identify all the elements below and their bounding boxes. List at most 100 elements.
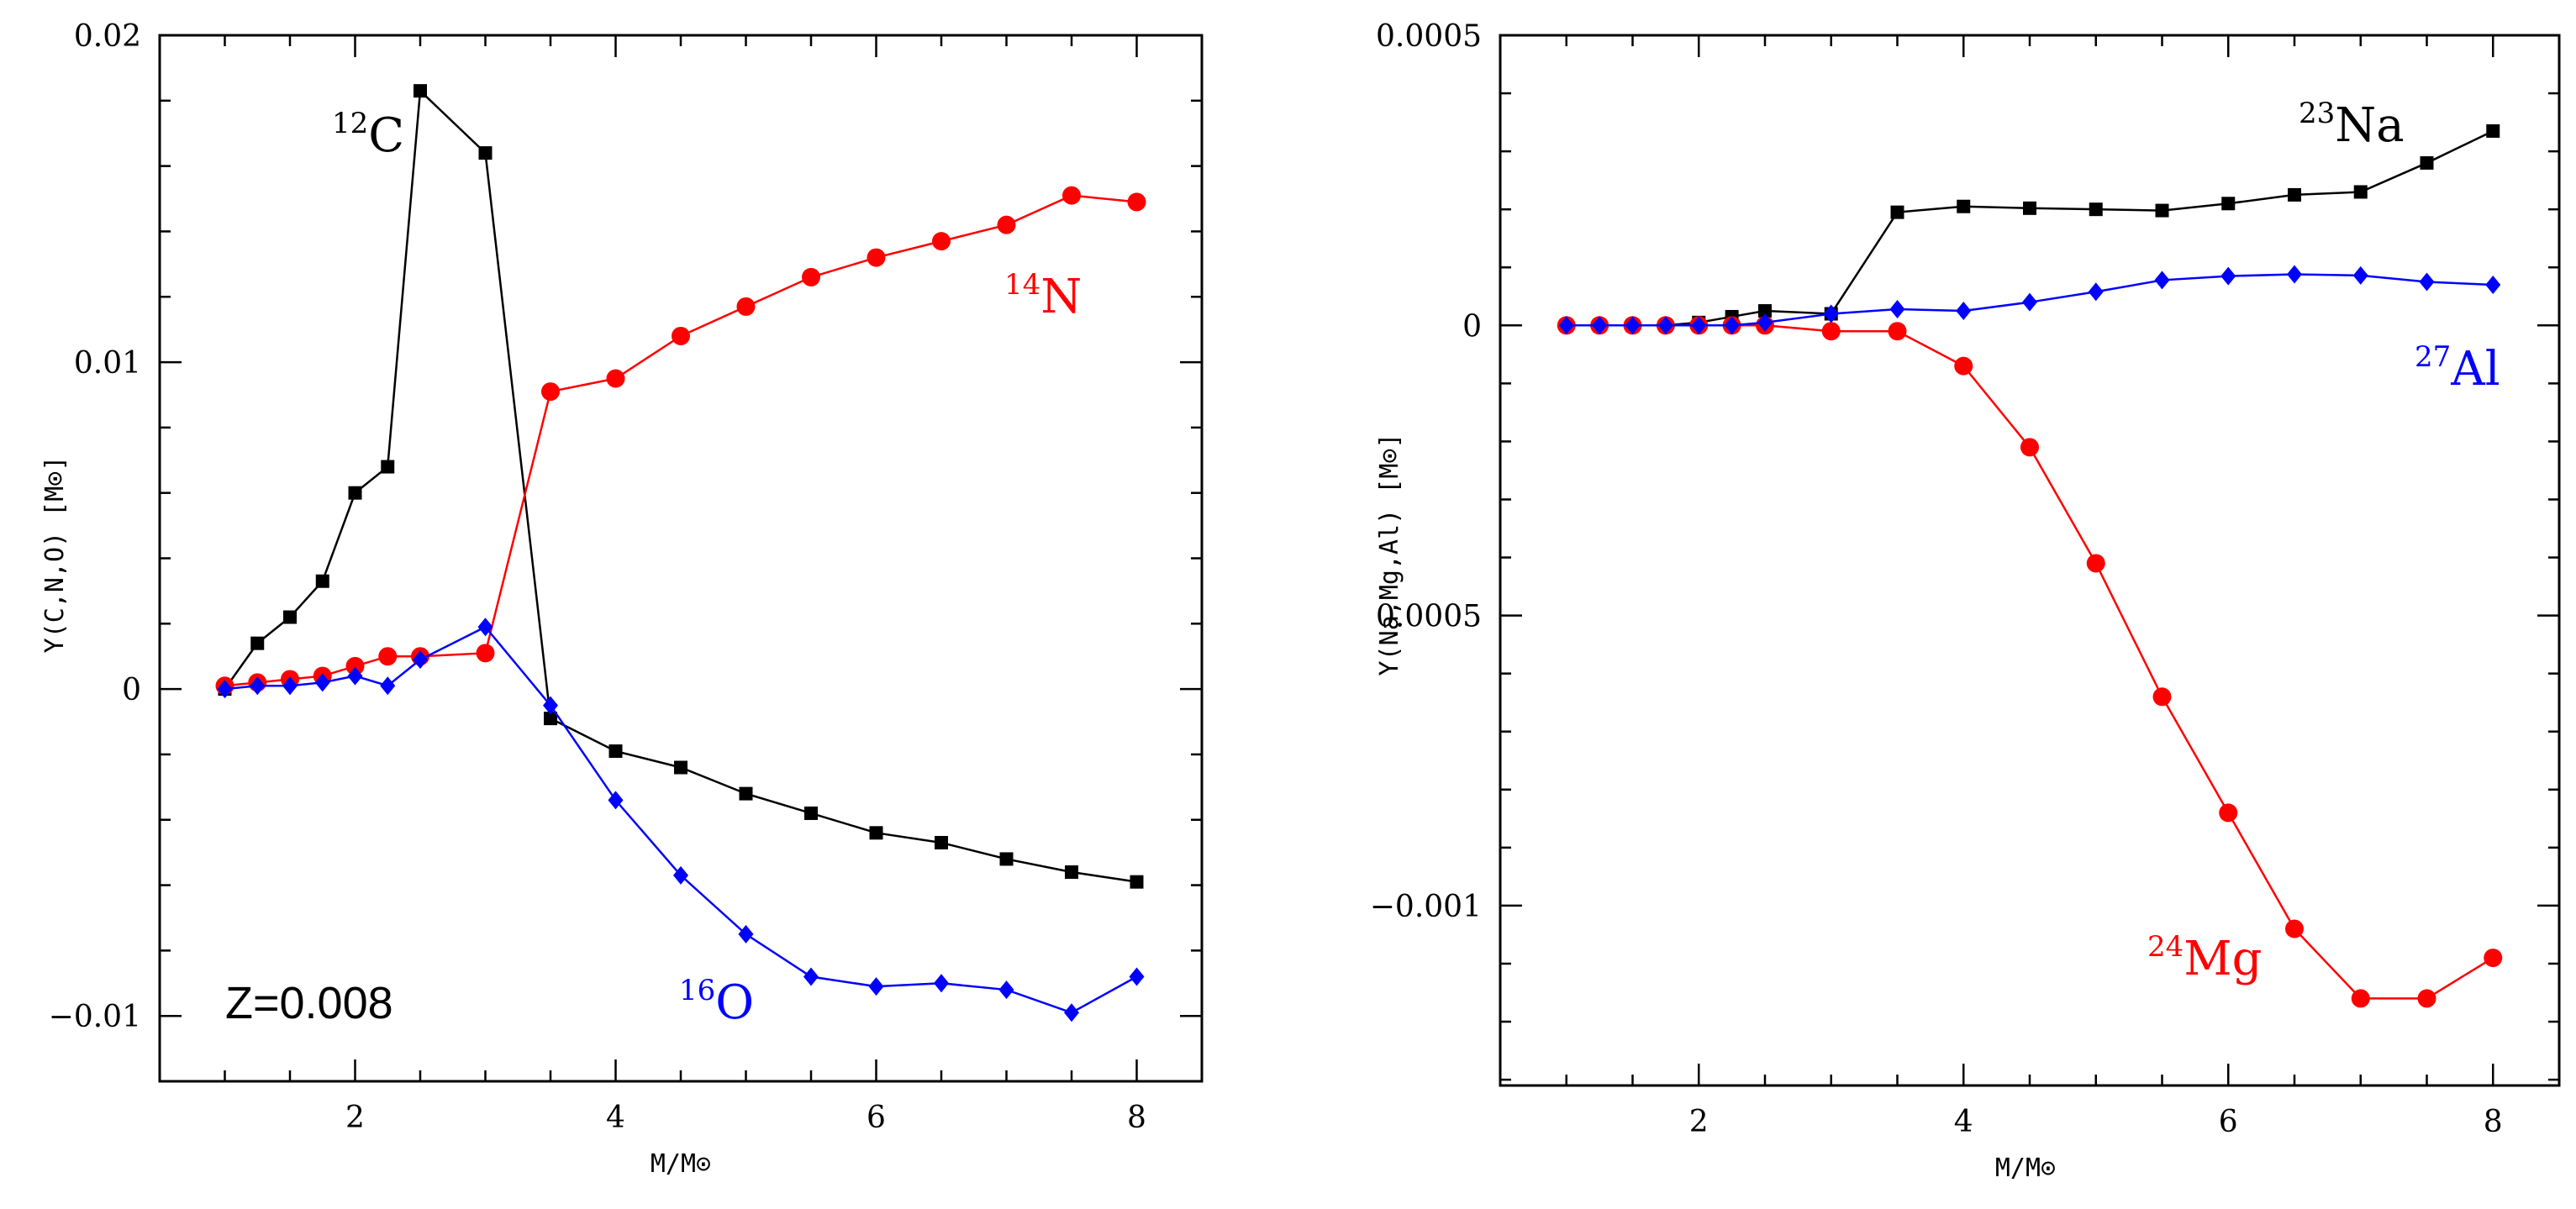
data-point-14N <box>1062 186 1081 205</box>
x-tick-label: 8 <box>2484 1105 2503 1139</box>
data-point-16O <box>608 791 624 810</box>
data-point-27Al <box>2022 292 2037 312</box>
x-tick-label: 2 <box>345 1101 365 1135</box>
data-point-27Al <box>1625 316 1641 335</box>
data-point-27Al <box>2088 282 2104 302</box>
data-point-16O <box>934 974 949 993</box>
series-label-23Na: 23Na <box>2299 97 2405 153</box>
data-point-16O <box>1129 967 1145 986</box>
data-point-23Na <box>2155 203 2169 218</box>
namgal-x-axis-label: M/M⊙ <box>1995 1154 2056 1183</box>
data-point-14N <box>606 369 625 388</box>
data-point-24Mg <box>2219 803 2238 823</box>
data-point-23Na <box>2486 124 2500 138</box>
namgal-yield-panel: 2 4 6 8 −0.001 0.0005 0 0.0005 Y(Na,Mg,Al) [M⊙]… <box>1370 19 2561 1183</box>
namgal-plot-frame <box>1499 34 2561 1087</box>
data-point-27Al <box>2419 272 2435 292</box>
data-point-24Mg <box>2086 554 2105 573</box>
data-point-24Mg <box>2417 989 2436 1008</box>
data-point-27Al <box>1724 316 1740 335</box>
data-point-24Mg <box>1821 322 1841 341</box>
data-point-14N <box>802 267 820 286</box>
data-point-12C <box>250 636 265 650</box>
y-tick-label: 0 <box>122 673 141 707</box>
data-point-12C <box>804 806 818 820</box>
data-point-24Mg <box>2020 438 2039 457</box>
data-point-24Mg <box>2351 989 2370 1008</box>
data-point-27Al <box>1889 299 1905 318</box>
y-tick-label: 0.0005 <box>1376 600 1482 634</box>
series-label-16O: 16O <box>679 974 754 1030</box>
y-tick-label: −0.01 <box>49 1000 141 1034</box>
cno-plot-frame <box>158 34 1204 1083</box>
series-line-24Mg <box>1566 324 2494 1000</box>
data-point-16O <box>543 696 558 715</box>
data-point-16O <box>314 673 330 692</box>
data-point-27Al <box>2220 266 2236 286</box>
data-point-12C <box>1130 875 1144 889</box>
data-point-27Al <box>2287 265 2302 284</box>
x-tick-label: 6 <box>867 1101 886 1135</box>
data-point-12C <box>739 786 753 801</box>
data-point-23Na <box>1758 304 1772 318</box>
data-point-23Na <box>2023 201 2036 215</box>
data-point-27Al <box>1558 316 1574 335</box>
data-point-16O <box>738 924 754 944</box>
data-point-12C <box>414 84 427 98</box>
data-point-24Mg <box>2285 919 2304 938</box>
data-point-23Na <box>1957 199 1971 213</box>
data-point-12C <box>315 574 329 588</box>
x-tick-label: 6 <box>2219 1105 2238 1139</box>
data-point-27Al <box>1592 316 1608 335</box>
data-point-14N <box>736 297 756 316</box>
data-point-14N <box>867 248 886 267</box>
cno-x-axis-label: M/M⊙ <box>651 1149 711 1179</box>
data-point-14N <box>1127 192 1146 212</box>
series-label-27Al: 27Al <box>2415 340 2500 397</box>
namgal-y-axis-label: Y(Na,Mg,Al) [M⊙] <box>1375 434 1404 676</box>
series-label-14N: 14N <box>1004 268 1082 324</box>
series-label-24Mg: 24Mg <box>2147 930 2262 986</box>
data-point-27Al <box>2485 275 2501 294</box>
data-point-14N <box>672 326 690 345</box>
data-point-24Mg <box>1954 356 1973 376</box>
data-point-27Al <box>1956 302 1972 321</box>
data-point-14N <box>378 647 398 666</box>
data-point-14N <box>541 382 560 402</box>
data-point-12C <box>348 486 362 500</box>
data-point-27Al <box>1757 313 1773 332</box>
data-point-24Mg <box>2484 949 2503 968</box>
data-point-14N <box>345 656 365 675</box>
data-point-16O <box>803 967 819 986</box>
data-point-14N <box>997 215 1016 234</box>
data-point-12C <box>478 146 493 160</box>
data-point-27Al <box>1823 304 1839 323</box>
cno-y-axis-label: Y(C,N,O) [M⊙] <box>40 456 70 654</box>
x-tick-label: 8 <box>1127 1101 1146 1135</box>
data-point-12C <box>869 826 883 840</box>
series-label-12C: 12C <box>332 107 404 163</box>
namgal-series-labels: 23Na 24Mg 27Al <box>2147 97 2500 986</box>
data-point-23Na <box>1890 205 1904 219</box>
data-point-12C <box>608 744 623 759</box>
metallicity-label: Z=0.008 <box>225 978 393 1028</box>
namgal-series <box>1557 124 2503 1008</box>
data-point-16O <box>673 865 688 885</box>
cno-yield-panel: 2 4 6 8 −0.01 0 0.01 0.02 Y(C,N,O) [M⊙] M/M⊙ Z=… <box>40 19 1204 1179</box>
data-point-16O <box>347 666 363 686</box>
data-point-27Al <box>2154 271 2170 290</box>
data-point-27Al <box>1691 316 1707 335</box>
data-point-23Na <box>2089 202 2103 217</box>
data-point-16O <box>380 676 396 696</box>
cno-ticks <box>160 34 1202 1083</box>
y-tick-label: 0.01 <box>74 346 141 381</box>
data-point-24Mg <box>2152 687 2172 707</box>
data-point-12C <box>381 460 395 474</box>
x-tick-label: 2 <box>1689 1105 1709 1139</box>
data-point-14N <box>476 644 495 663</box>
data-point-16O <box>868 977 884 996</box>
data-point-12C <box>283 610 297 624</box>
y-tick-label: 0.0005 <box>1376 19 1482 54</box>
data-point-12C <box>1065 865 1078 879</box>
